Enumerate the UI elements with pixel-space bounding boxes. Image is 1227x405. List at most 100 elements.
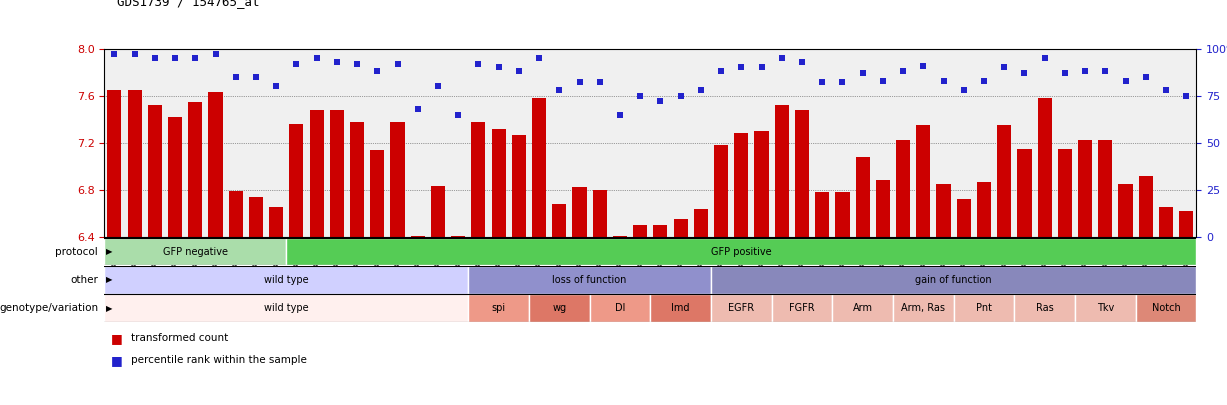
Bar bbox=[693, 209, 708, 237]
Bar bbox=[104, 294, 469, 322]
Point bbox=[569, 79, 589, 86]
Bar bbox=[815, 192, 829, 237]
Bar bbox=[1179, 211, 1194, 237]
Text: Notch: Notch bbox=[1152, 303, 1180, 313]
Bar bbox=[832, 294, 893, 322]
Bar bbox=[893, 294, 953, 322]
Bar bbox=[1038, 98, 1052, 237]
Point bbox=[590, 79, 610, 86]
Text: wild type: wild type bbox=[264, 275, 309, 285]
Point bbox=[185, 55, 205, 61]
Bar bbox=[228, 191, 243, 237]
Bar bbox=[552, 204, 567, 237]
Point bbox=[206, 51, 226, 58]
Bar bbox=[896, 141, 910, 237]
Bar bbox=[249, 197, 263, 237]
Bar bbox=[998, 125, 1011, 237]
Bar bbox=[471, 122, 486, 237]
Bar bbox=[1058, 149, 1072, 237]
Bar bbox=[674, 219, 687, 237]
Point bbox=[793, 59, 812, 65]
Text: Arm, Ras: Arm, Ras bbox=[902, 303, 945, 313]
Point bbox=[469, 60, 488, 67]
Point bbox=[1034, 55, 1054, 61]
Point bbox=[428, 83, 448, 90]
Bar bbox=[469, 266, 710, 294]
Point bbox=[974, 77, 994, 84]
Bar bbox=[390, 122, 405, 237]
Bar bbox=[309, 110, 324, 237]
Bar bbox=[492, 129, 506, 237]
Point bbox=[328, 59, 347, 65]
Text: FGFR: FGFR bbox=[789, 303, 815, 313]
Bar bbox=[772, 294, 832, 322]
Bar bbox=[1139, 176, 1153, 237]
Point bbox=[307, 55, 326, 61]
Text: EGFR: EGFR bbox=[729, 303, 755, 313]
Bar bbox=[836, 192, 849, 237]
Point bbox=[874, 77, 893, 84]
Bar bbox=[855, 157, 870, 237]
Point bbox=[752, 64, 772, 70]
Point bbox=[712, 68, 731, 75]
Point bbox=[1115, 77, 1135, 84]
Bar bbox=[710, 294, 772, 322]
Point bbox=[1055, 70, 1075, 76]
Text: GDS1739 / 154765_at: GDS1739 / 154765_at bbox=[117, 0, 259, 8]
Point bbox=[671, 92, 691, 99]
Text: protocol: protocol bbox=[55, 247, 98, 256]
Point bbox=[772, 55, 791, 61]
Bar bbox=[512, 134, 526, 237]
Bar bbox=[330, 110, 344, 237]
Point bbox=[934, 77, 953, 84]
Bar bbox=[593, 190, 607, 237]
Text: Arm: Arm bbox=[853, 303, 872, 313]
Bar bbox=[1160, 207, 1173, 237]
Bar bbox=[1075, 294, 1136, 322]
Text: Pnt: Pnt bbox=[975, 303, 991, 313]
Point bbox=[448, 111, 467, 118]
Bar bbox=[168, 117, 182, 237]
Bar bbox=[290, 124, 303, 237]
Point bbox=[104, 51, 124, 58]
Text: ▶: ▶ bbox=[106, 304, 112, 313]
Bar bbox=[529, 294, 590, 322]
Point bbox=[631, 92, 650, 99]
Bar bbox=[573, 188, 587, 237]
Bar bbox=[957, 199, 971, 237]
Point bbox=[1177, 92, 1196, 99]
Bar bbox=[917, 125, 930, 237]
Text: genotype/variation: genotype/variation bbox=[0, 303, 98, 313]
Text: spi: spi bbox=[492, 303, 506, 313]
Point bbox=[1136, 74, 1156, 80]
Text: Dl: Dl bbox=[615, 303, 626, 313]
Bar bbox=[633, 225, 648, 237]
Bar bbox=[734, 133, 748, 237]
Text: Imd: Imd bbox=[671, 303, 690, 313]
Bar bbox=[714, 145, 728, 237]
Text: GFP positive: GFP positive bbox=[710, 247, 772, 256]
Bar bbox=[1136, 294, 1196, 322]
Bar bbox=[350, 122, 364, 237]
Point bbox=[529, 55, 548, 61]
Point bbox=[833, 79, 853, 86]
Point bbox=[347, 60, 367, 67]
Point bbox=[994, 64, 1014, 70]
Bar bbox=[590, 294, 650, 322]
Bar bbox=[452, 236, 465, 237]
Point bbox=[407, 106, 427, 112]
Bar bbox=[774, 105, 789, 237]
Text: ■: ■ bbox=[110, 332, 123, 345]
Point bbox=[266, 83, 286, 90]
Point bbox=[287, 60, 307, 67]
Bar bbox=[107, 90, 121, 237]
Point bbox=[488, 64, 508, 70]
Point bbox=[610, 111, 629, 118]
Text: Tkv: Tkv bbox=[1097, 303, 1114, 313]
Point bbox=[1096, 68, 1115, 75]
Text: transformed count: transformed count bbox=[131, 333, 228, 343]
Bar bbox=[533, 98, 546, 237]
Text: ▶: ▶ bbox=[106, 275, 112, 284]
Text: wg: wg bbox=[552, 303, 567, 313]
Point bbox=[650, 98, 670, 104]
